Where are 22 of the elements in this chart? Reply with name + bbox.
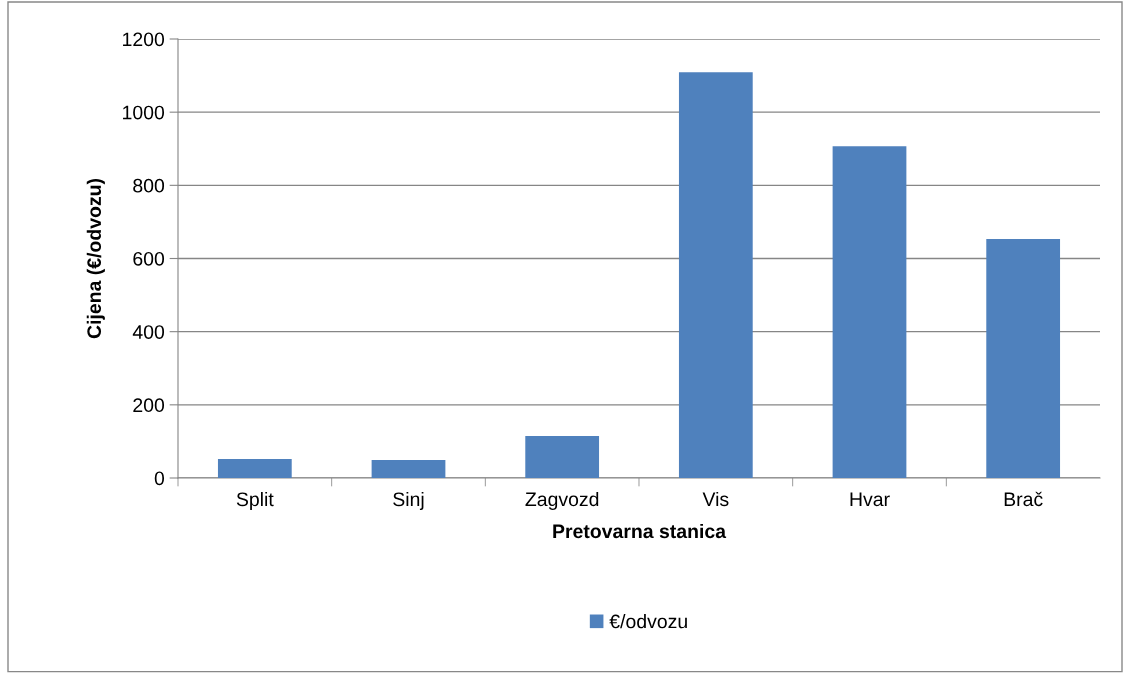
y-tick-label: 1000 bbox=[123, 105, 165, 120]
bar bbox=[832, 146, 907, 478]
y-tick-label: 600 bbox=[133, 251, 165, 266]
x-tick-label: Hvar bbox=[850, 492, 890, 507]
bar bbox=[986, 239, 1061, 478]
x-tick-label: Sinj bbox=[393, 491, 424, 511]
x-tick-label: Vis bbox=[702, 491, 729, 507]
bar bbox=[371, 460, 446, 478]
y-tick-label: 800 bbox=[133, 178, 165, 193]
bar bbox=[217, 458, 292, 478]
y-axis-title: Cijena (€/odvozu) bbox=[86, 178, 105, 339]
bar bbox=[525, 435, 600, 478]
x-tick-label: Zagvozd bbox=[525, 491, 599, 511]
y-tick-label: 0 bbox=[154, 471, 165, 486]
y-tick-label: 1200 bbox=[123, 32, 165, 47]
x-tick-label: Brač bbox=[1004, 491, 1043, 507]
bar bbox=[678, 72, 753, 478]
x-axis-title: Pretovarna stanica bbox=[553, 523, 727, 539]
y-tick-label: 400 bbox=[132, 325, 165, 339]
y-tick-label: 200 bbox=[133, 398, 165, 413]
legend-label: €/odvozu bbox=[609, 614, 687, 629]
x-tick-label: Split bbox=[236, 491, 274, 511]
